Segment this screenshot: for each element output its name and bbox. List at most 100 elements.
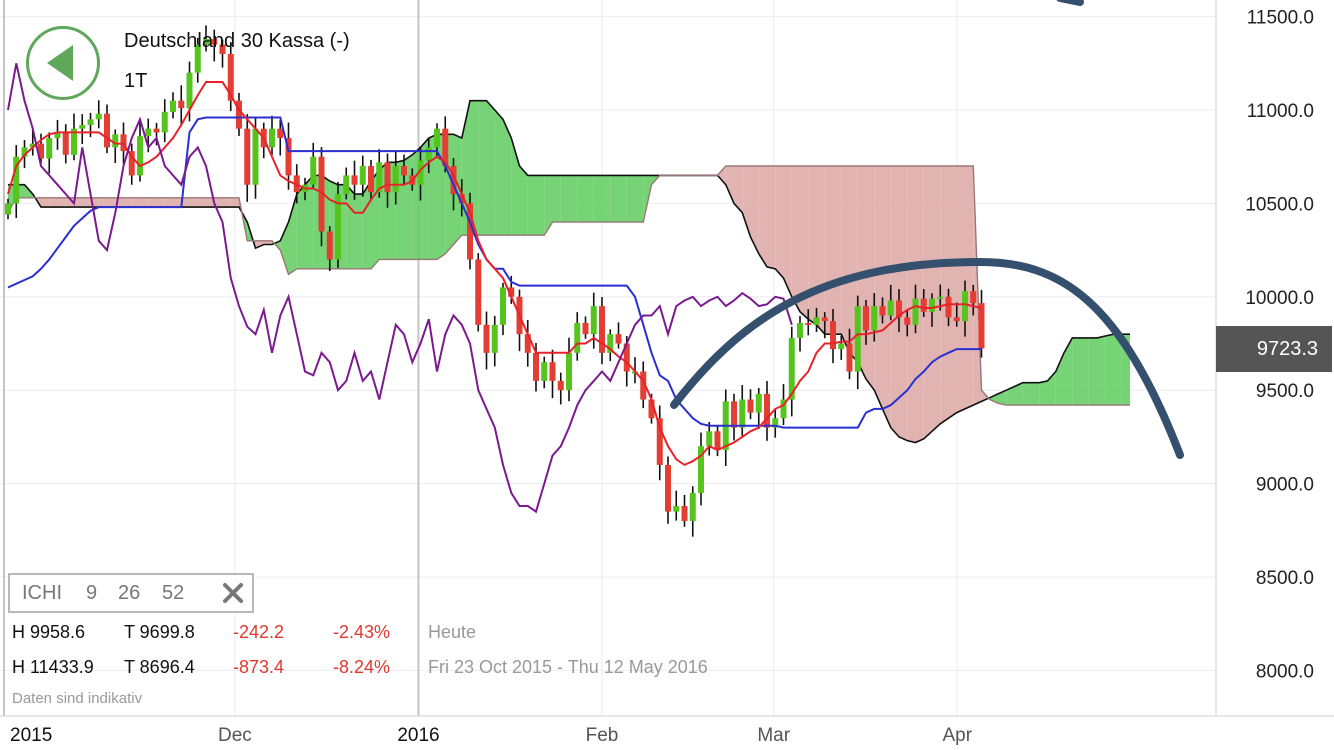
cloud-segment xyxy=(1105,334,1114,406)
cloud-segment xyxy=(882,166,891,428)
cloud-segment xyxy=(717,166,726,185)
cloud-segment xyxy=(635,175,644,223)
range-change-pct: -8.24% xyxy=(333,657,391,677)
x-tick-label: Dec xyxy=(218,725,252,746)
candle-body xyxy=(681,506,688,521)
cloud-segment xyxy=(841,166,850,353)
cloud-segment xyxy=(1022,382,1031,406)
cloud-segment xyxy=(371,169,380,269)
candle-body xyxy=(244,128,251,185)
candle-body xyxy=(38,143,44,159)
candle-body xyxy=(541,362,548,381)
candle-body xyxy=(71,128,77,155)
cloud-segment xyxy=(57,197,66,208)
candle-body xyxy=(104,113,110,148)
cloud-segment xyxy=(767,166,776,269)
x-tick-label: Feb xyxy=(586,725,619,746)
candle-body xyxy=(772,418,779,428)
cloud-segment xyxy=(626,175,635,223)
cloud-segment xyxy=(965,166,974,409)
cloud-segment xyxy=(49,197,58,208)
indicator-box[interactable]: ICHI 9 26 52 xyxy=(8,573,254,613)
candle-body xyxy=(128,151,135,176)
back-button[interactable] xyxy=(26,26,100,100)
trendline-top xyxy=(1056,0,1084,6)
cloud-segment xyxy=(346,184,355,269)
x-tick-label: 2015 xyxy=(10,725,52,746)
candle-body xyxy=(574,322,581,353)
cloud-segment xyxy=(255,240,264,249)
x-tick-label: 2016 xyxy=(397,725,439,746)
candle-body xyxy=(285,138,292,176)
cloud-segment xyxy=(214,197,223,208)
cloud-segment xyxy=(453,134,462,245)
y-tick-label: 10500.0 xyxy=(1245,194,1314,215)
cloud-segment xyxy=(552,175,561,223)
close-icon[interactable] xyxy=(218,578,248,608)
day-period: Heute xyxy=(428,622,477,642)
interval-label[interactable]: 1T xyxy=(124,70,148,92)
cloud-segment xyxy=(173,197,182,208)
candle-body xyxy=(194,44,201,73)
cloud-segment xyxy=(569,175,578,223)
candle-body xyxy=(805,322,812,325)
candle-body xyxy=(95,113,102,120)
cloud-segment xyxy=(536,175,545,236)
cloud-segment xyxy=(156,197,165,208)
cloud-segment xyxy=(123,197,132,208)
y-tick-label: 11500.0 xyxy=(1247,8,1314,29)
candle-body xyxy=(277,128,284,139)
cloud-segment xyxy=(940,166,949,424)
candle-body xyxy=(854,306,861,372)
candle-body xyxy=(54,132,61,139)
instrument-title: Deutschland 30 Kassa (-) xyxy=(124,30,350,52)
x-axis: 2015 Dec 2016 Feb Mar Apr xyxy=(10,725,973,746)
candle-body xyxy=(392,166,399,193)
cloud-segment xyxy=(1080,337,1089,406)
cloud-segment xyxy=(428,134,437,260)
cloud-segment xyxy=(750,166,759,254)
candle-body xyxy=(590,306,597,335)
x-tick-label: Apr xyxy=(942,725,972,746)
candle-body xyxy=(376,162,383,193)
candle-body xyxy=(615,334,622,344)
candle-body xyxy=(896,300,902,318)
cloud-segment xyxy=(1031,382,1040,406)
cloud-segment xyxy=(140,197,149,208)
candle-body xyxy=(846,343,853,372)
cloud-segment xyxy=(511,138,520,236)
cloud-segment xyxy=(742,166,751,238)
cloud-segment xyxy=(280,222,289,275)
cloud-segment xyxy=(1055,352,1064,406)
candle-body xyxy=(5,203,11,215)
candle-body xyxy=(500,287,506,325)
cloud-segment xyxy=(998,390,1007,406)
candle-body xyxy=(623,343,630,372)
senkou-span-a xyxy=(8,99,1130,444)
cloud-segment xyxy=(197,197,206,208)
cloud-segment xyxy=(824,166,833,335)
candle-body xyxy=(161,111,168,133)
cloud-segment xyxy=(230,197,239,208)
range-change: -873.4 xyxy=(233,657,285,677)
cloud-segment xyxy=(1047,371,1056,406)
cloud-segment xyxy=(1088,337,1097,406)
candle-body xyxy=(145,128,152,137)
cloud-segment xyxy=(1113,334,1122,406)
candle-body xyxy=(533,352,539,381)
candle-body xyxy=(87,119,94,125)
candle-body xyxy=(417,160,424,185)
candle-body xyxy=(13,156,20,204)
cloud-segment xyxy=(519,166,528,236)
candle-body xyxy=(46,138,53,159)
cloud-segment xyxy=(263,240,272,245)
candle-body xyxy=(887,300,894,316)
candle-body xyxy=(170,100,176,112)
cloud-segment xyxy=(610,175,619,223)
candle-body xyxy=(467,203,473,260)
candle-body xyxy=(227,53,234,101)
cloud-segment xyxy=(907,166,916,443)
candle-body xyxy=(236,100,242,129)
candle-body xyxy=(458,194,465,204)
